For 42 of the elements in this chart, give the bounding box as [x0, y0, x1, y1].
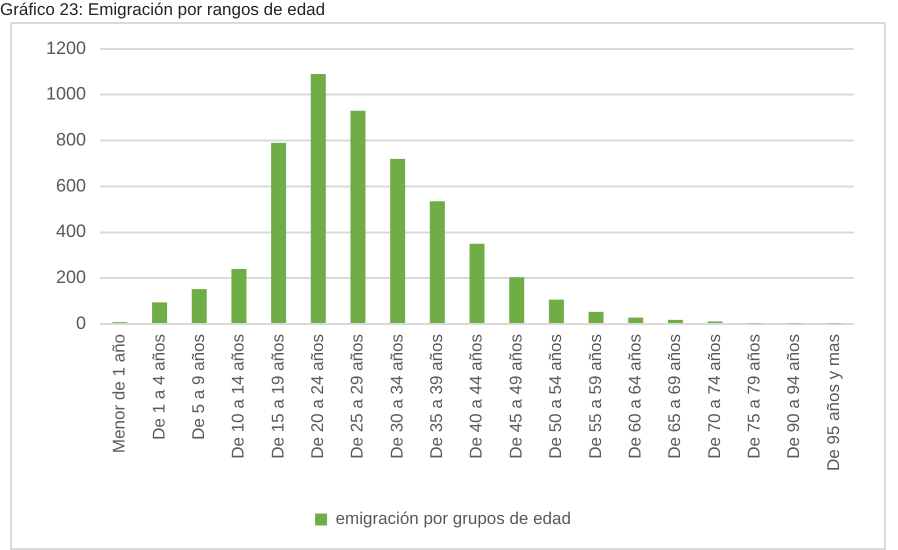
y-tick-label: 400 — [56, 221, 86, 242]
x-tick-label: De 40 a 44 años — [466, 334, 486, 459]
x-tick-label: De 25 a 29 años — [348, 334, 367, 459]
x-tick-label: De 75 a 79 años — [744, 334, 764, 459]
bar — [152, 302, 168, 323]
bar — [668, 320, 683, 323]
legend-label: emigración por grupos de edad — [336, 509, 571, 528]
bar — [430, 201, 445, 323]
y-tick-label: 0 — [76, 312, 86, 333]
x-tick-label: De 1 a 4 años — [149, 334, 168, 440]
bar — [509, 277, 524, 323]
x-tick-label: De 35 a 39 años — [427, 334, 446, 459]
y-tick-label: 1200 — [46, 38, 86, 58]
bar — [310, 74, 326, 323]
y-tick-label: 1000 — [46, 84, 86, 104]
x-tick-label: De 65 a 69 años — [665, 334, 684, 459]
bar — [548, 300, 564, 323]
y-tick-label: 200 — [56, 267, 86, 288]
x-tick-label: De 95 años y mas — [824, 334, 843, 472]
bar — [271, 142, 286, 323]
chart-title: Gráfico 23: Emigración por rangos de edad — [0, 0, 326, 20]
bar — [231, 268, 246, 323]
x-tick-label: De 70 a 74 años — [704, 334, 724, 459]
bar — [390, 158, 406, 323]
bar — [628, 318, 644, 323]
x-tick-label: De 5 a 9 años — [188, 334, 208, 440]
bar — [350, 110, 366, 323]
x-tick-label: De 90 a 94 años — [784, 334, 804, 459]
y-tick-label: 800 — [56, 130, 86, 150]
bar — [192, 289, 207, 323]
x-tick-label: De 60 a 64 años — [625, 334, 644, 459]
x-tick-label: De 50 a 54 años — [546, 334, 566, 459]
x-tick-label: De 15 a 19 años — [268, 334, 288, 459]
x-tick-label: De 45 a 49 años — [506, 334, 526, 459]
x-tick-label: De 20 a 24 años — [308, 334, 327, 459]
x-tick-label: De 10 a 14 años — [228, 334, 248, 459]
x-tick-label: De 30 a 34 años — [387, 334, 406, 459]
bar — [588, 312, 604, 323]
x-tick-label: Menor de 1 año — [110, 334, 129, 454]
x-tick-label: De 55 a 59 años — [586, 334, 605, 459]
y-tick-label: 600 — [56, 175, 86, 196]
bar — [470, 244, 485, 323]
